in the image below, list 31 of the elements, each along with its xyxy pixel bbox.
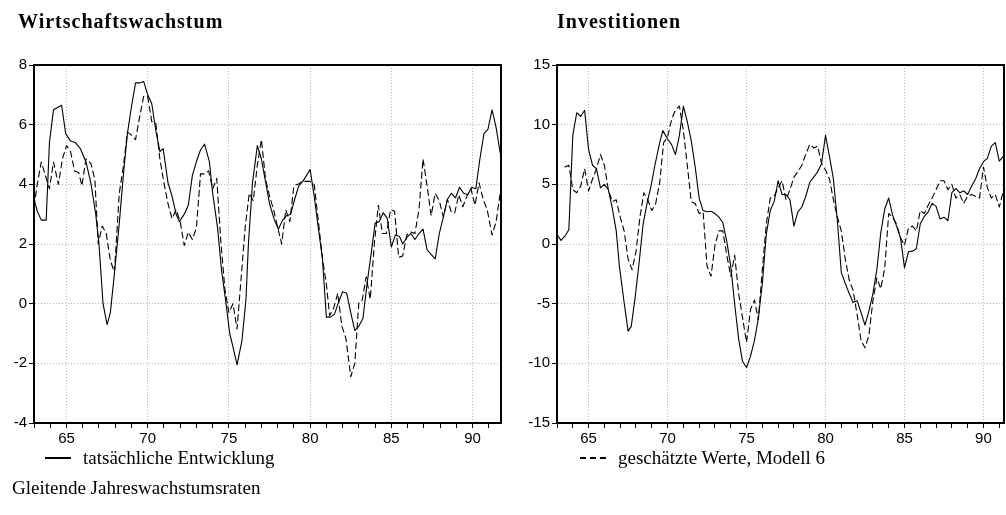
y-tick-label: 15 (533, 55, 550, 73)
x-tick-label: 85 (896, 429, 913, 447)
x-tick-label: 80 (817, 429, 834, 447)
x-tick-label: 75 (738, 429, 755, 447)
y-tick-label: 0 (541, 234, 550, 252)
y-tick-label: -4 (13, 413, 27, 431)
y-tick-label: 5 (541, 174, 550, 192)
x-tick-label: 90 (464, 429, 481, 447)
y-tick-label: 6 (18, 114, 27, 132)
y-tick-label: 10 (533, 114, 550, 132)
y-tick-label: -2 (13, 353, 27, 371)
x-tick-label: 85 (383, 429, 400, 447)
y-tick-label: -10 (528, 353, 550, 371)
chart-title: Investitionen (557, 10, 682, 33)
y-tick-label: 8 (18, 55, 27, 73)
x-tick-label: 90 (975, 429, 992, 447)
y-tick-label: 4 (18, 174, 27, 192)
y-tick-label: 0 (18, 293, 27, 311)
x-tick-label: 65 (58, 429, 75, 447)
y-tick-label: 2 (18, 234, 27, 252)
x-tick-label: 75 (220, 429, 238, 447)
x-tick-label: 70 (139, 429, 157, 447)
legend-label: tatsächliche Entwicklung (83, 447, 275, 469)
y-tick-label: -15 (528, 413, 550, 431)
chart-title: Wirtschaftswachstum (18, 10, 224, 33)
legend-label: geschätzte Werte, Modell 6 (618, 447, 826, 469)
x-tick-label: 70 (659, 429, 676, 447)
x-tick-label: 65 (580, 429, 597, 447)
x-tick-label: 80 (301, 429, 319, 447)
text: Gleitende Jahreswachstumsraten (12, 477, 261, 499)
y-tick-label: -5 (536, 293, 550, 311)
